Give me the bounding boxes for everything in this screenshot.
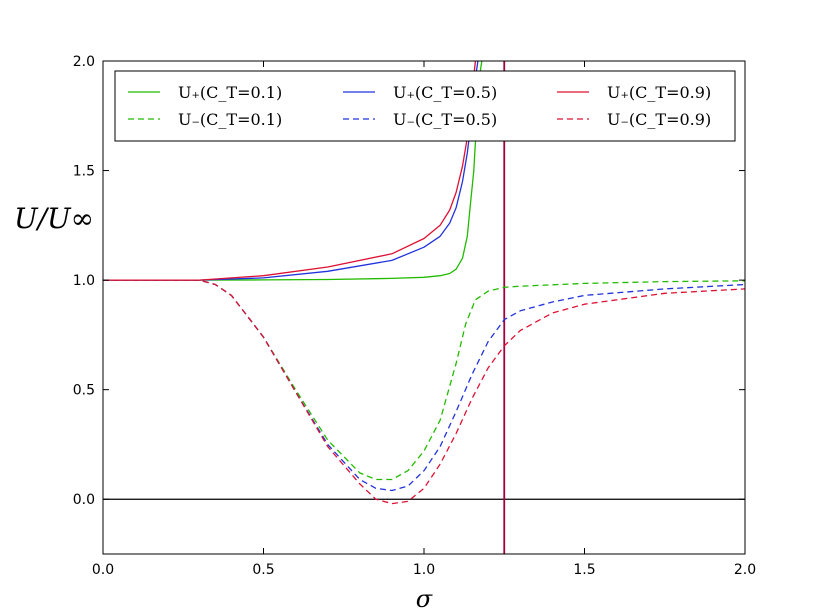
y-tick-label: 0.0 (73, 492, 95, 508)
y-axis-label: U/U∞ (14, 202, 94, 235)
series-line-1 (103, 279, 745, 481)
series-line-3 (103, 279, 745, 492)
legend-entry-label: U₊(C_T=0.9) (607, 83, 711, 102)
legend-entry-label: U₋(C_T=0.1) (178, 110, 282, 129)
y-tick-label: 1.5 (73, 164, 95, 180)
x-tick-label: 1.0 (413, 562, 435, 578)
legend: U₊(C_T=0.1) U₋(C_T=0.1) U₊(C_T=0.5) U₋(C_T=… (114, 70, 736, 142)
legend-box (114, 70, 736, 142)
x-axis-label: σ (416, 585, 433, 613)
y-tick-label: 2.0 (73, 54, 95, 70)
x-tick-label: 0.0 (92, 562, 114, 578)
x-tick-label: 2.0 (734, 562, 756, 578)
x-tick-label: 0.5 (252, 562, 274, 578)
reference-lines (103, 61, 745, 554)
legend-entry-label: U₋(C_T=0.5) (393, 110, 497, 129)
legend-entry-label: U₊(C_T=0.1) (178, 83, 282, 102)
x-tick-label: 1.5 (573, 562, 595, 578)
ticks-layer: 0.0 0.5 1.0 1.5 2.0 0.0 0.5 1.0 1.5 2.0 (73, 54, 756, 578)
y-tick-label: 0.5 (73, 383, 95, 399)
legend-entry-label: U₋(C_T=0.9) (607, 110, 711, 129)
y-tick-label: 1.0 (73, 273, 95, 289)
legend-entry-label: U₊(C_T=0.5) (393, 83, 497, 102)
series-line-5 (103, 279, 745, 505)
